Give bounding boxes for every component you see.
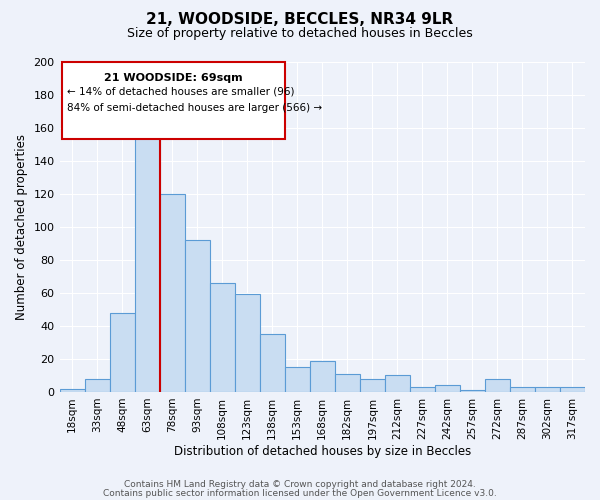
Bar — [335, 374, 360, 392]
Text: 21 WOODSIDE: 69sqm: 21 WOODSIDE: 69sqm — [104, 73, 243, 83]
Bar — [160, 194, 185, 392]
Bar — [134, 116, 160, 392]
Bar — [385, 376, 410, 392]
Bar — [310, 360, 335, 392]
Bar — [235, 294, 260, 392]
Bar — [59, 388, 85, 392]
Bar — [260, 334, 285, 392]
Text: 21, WOODSIDE, BECCLES, NR34 9LR: 21, WOODSIDE, BECCLES, NR34 9LR — [146, 12, 454, 28]
X-axis label: Distribution of detached houses by size in Beccles: Distribution of detached houses by size … — [173, 444, 471, 458]
Bar — [185, 240, 209, 392]
Text: ← 14% of detached houses are smaller (96): ← 14% of detached houses are smaller (96… — [67, 86, 295, 97]
Bar — [510, 387, 535, 392]
Bar — [209, 283, 235, 392]
Text: Contains public sector information licensed under the Open Government Licence v3: Contains public sector information licen… — [103, 488, 497, 498]
Bar — [460, 390, 485, 392]
Bar — [485, 378, 510, 392]
Bar — [110, 312, 134, 392]
Y-axis label: Number of detached properties: Number of detached properties — [15, 134, 28, 320]
Text: Size of property relative to detached houses in Beccles: Size of property relative to detached ho… — [127, 28, 473, 40]
Bar — [535, 387, 560, 392]
Text: 84% of semi-detached houses are larger (566) →: 84% of semi-detached houses are larger (… — [67, 103, 322, 113]
FancyBboxPatch shape — [62, 62, 285, 139]
Bar — [435, 386, 460, 392]
Text: Contains HM Land Registry data © Crown copyright and database right 2024.: Contains HM Land Registry data © Crown c… — [124, 480, 476, 489]
Bar — [560, 387, 585, 392]
Bar — [410, 387, 435, 392]
Bar — [85, 378, 110, 392]
Bar — [360, 378, 385, 392]
Bar — [285, 367, 310, 392]
